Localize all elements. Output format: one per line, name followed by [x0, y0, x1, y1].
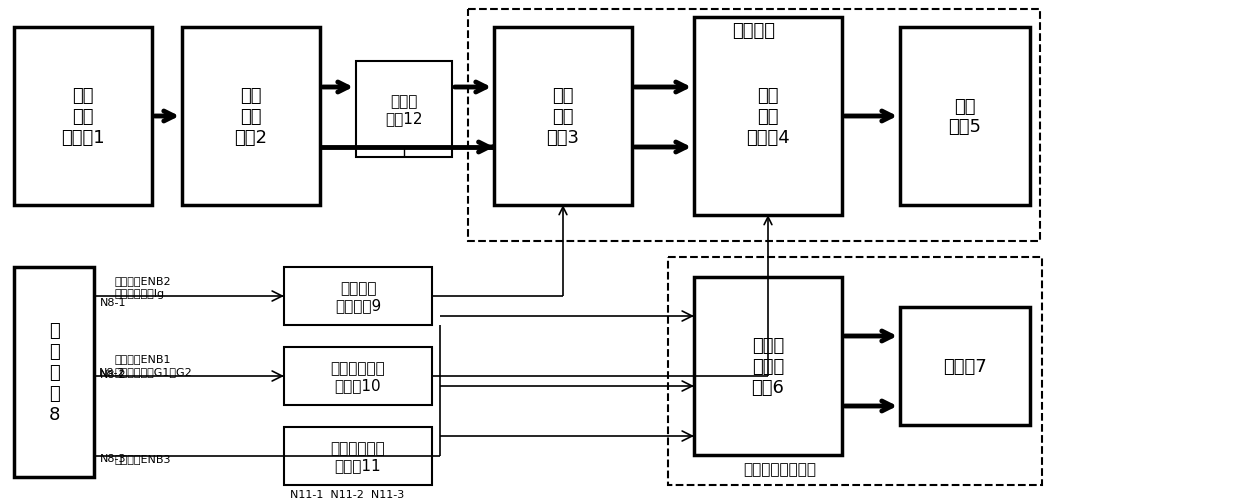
- Bar: [694, 18, 842, 215]
- Text: 使能信号ENB1: 使能信号ENB1: [114, 353, 171, 363]
- Text: 使能信号ENB2: 使能信号ENB2: [114, 276, 171, 286]
- Text: 脉冲驱动信号G1、G2: 脉冲驱动信号G1、G2: [114, 366, 192, 376]
- Text: 电流传
感器12: 电流传 感器12: [386, 94, 423, 126]
- Text: 假负载7: 假负载7: [944, 357, 987, 375]
- Bar: [900, 308, 1030, 425]
- Text: 直流
恒流
电源3: 直流 恒流 电源3: [547, 87, 579, 146]
- Text: 自适应
稳流变
换器6: 自适应 稳流变 换器6: [751, 337, 785, 396]
- Bar: [356, 62, 453, 158]
- Text: 电流
脉冲
发生器4: 电流 脉冲 发生器4: [746, 87, 790, 146]
- Text: N11-1  N11-2  N11-3: N11-1 N11-2 N11-3: [290, 489, 404, 499]
- Text: N8-2: N8-2: [100, 369, 126, 379]
- Text: 大地
负载5: 大地 负载5: [949, 97, 982, 136]
- Bar: [284, 268, 432, 325]
- Bar: [494, 28, 632, 205]
- Bar: [668, 258, 1042, 485]
- Bar: [182, 28, 320, 205]
- Text: 脉冲发生器控
制单元10: 脉冲发生器控 制单元10: [331, 360, 386, 392]
- Bar: [14, 28, 153, 205]
- Bar: [467, 10, 1040, 241]
- Text: N8-2: N8-2: [99, 367, 125, 377]
- Text: N8-3: N8-3: [100, 453, 126, 463]
- Text: 给定电流信号Ig: 给定电流信号Ig: [114, 289, 164, 299]
- Text: N8-1: N8-1: [100, 298, 126, 308]
- Bar: [284, 347, 432, 405]
- Text: 稳流变换器控
制单元11: 稳流变换器控 制单元11: [331, 440, 386, 472]
- Text: 发射支路: 发射支路: [733, 22, 775, 40]
- Text: 恒流电源
控制单元9: 恒流电源 控制单元9: [335, 280, 381, 313]
- Bar: [900, 28, 1030, 205]
- Text: 主
控
制
器
8: 主 控 制 器 8: [48, 322, 60, 423]
- Bar: [14, 268, 94, 477]
- Text: 便能信号ENB3: 便能信号ENB3: [114, 453, 171, 463]
- Text: 发电
机或
电池组1: 发电 机或 电池组1: [61, 87, 105, 146]
- Bar: [284, 427, 432, 485]
- Text: 直流
稳压
电源2: 直流 稳压 电源2: [234, 87, 268, 146]
- Text: 自适应假负载支路: 自适应假负载支路: [744, 461, 816, 476]
- Bar: [694, 278, 842, 455]
